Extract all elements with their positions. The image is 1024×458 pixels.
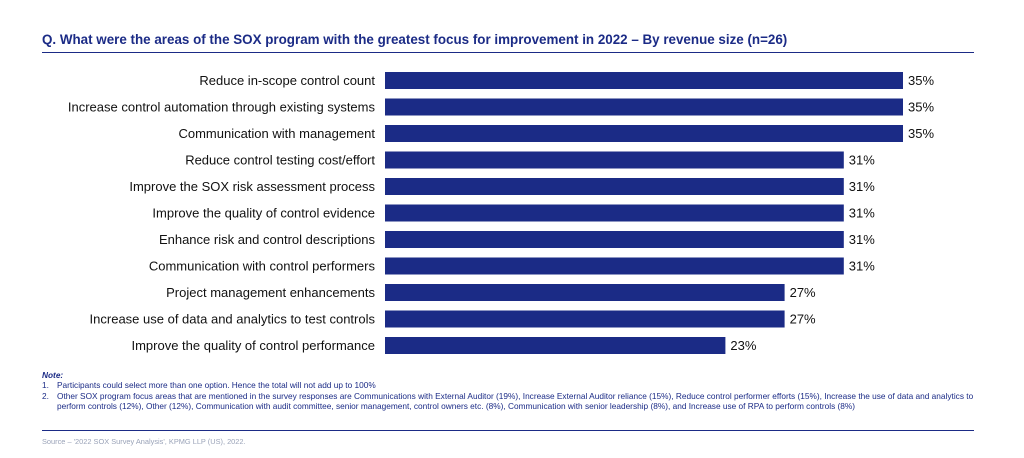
bar-chart: Reduce in-scope control count 35% Increase… xyxy=(68,72,934,354)
data-label: 35% xyxy=(908,126,934,141)
bar xyxy=(385,337,726,354)
category-label: Improve the quality of control evidence xyxy=(152,206,375,221)
category-label: Project management enhancements xyxy=(166,285,375,300)
bar xyxy=(385,178,844,195)
data-label: 31% xyxy=(849,206,875,221)
bar xyxy=(385,204,844,222)
notes-section: Note: 1. Participants could select more … xyxy=(42,370,976,412)
chart-title: Q. What were the areas of the SOX progra… xyxy=(42,32,788,47)
category-label: Communication with management xyxy=(178,126,375,141)
notes-heading: Note: xyxy=(42,370,64,380)
bar xyxy=(385,125,903,142)
bar xyxy=(385,231,844,248)
data-label: 31% xyxy=(849,232,875,247)
category-label: Communication with control performers xyxy=(149,259,376,274)
data-label: 35% xyxy=(908,73,934,88)
note-text: Participants could select more than one … xyxy=(57,380,376,391)
data-label: 35% xyxy=(908,100,934,115)
source-citation: Source – '2022 SOX Survey Analysis', KPM… xyxy=(42,437,246,446)
category-label: Reduce in-scope control count xyxy=(199,73,375,88)
bar xyxy=(385,72,903,89)
category-label: Increase control automation through exis… xyxy=(68,100,376,115)
bar xyxy=(385,98,903,116)
footer-divider xyxy=(42,430,974,431)
note-text: Other SOX program focus areas that are m… xyxy=(57,390,974,412)
note-item: 2. Other SOX program focus areas that ar… xyxy=(42,391,976,412)
note-item: 1. Participants could select more than o… xyxy=(42,380,976,390)
data-label: 31% xyxy=(849,259,875,274)
data-label: 23% xyxy=(730,338,756,353)
data-label: 27% xyxy=(790,312,816,327)
title-divider xyxy=(42,52,974,53)
bar xyxy=(385,310,785,328)
bar xyxy=(385,257,844,275)
bar xyxy=(385,151,844,169)
data-label: 27% xyxy=(790,285,816,300)
note-number: 2. xyxy=(42,390,49,401)
data-label: 31% xyxy=(849,153,875,168)
category-label: Increase use of data and analytics to te… xyxy=(90,312,376,327)
data-label: 31% xyxy=(849,179,875,194)
category-label: Improve the SOX risk assessment process xyxy=(129,179,375,194)
category-label: Reduce control testing cost/effort xyxy=(185,153,375,168)
category-label: Enhance risk and control descriptions xyxy=(159,232,376,247)
category-label: Improve the quality of control performan… xyxy=(131,338,375,353)
note-number: 1. xyxy=(42,380,49,391)
bar xyxy=(385,284,785,301)
